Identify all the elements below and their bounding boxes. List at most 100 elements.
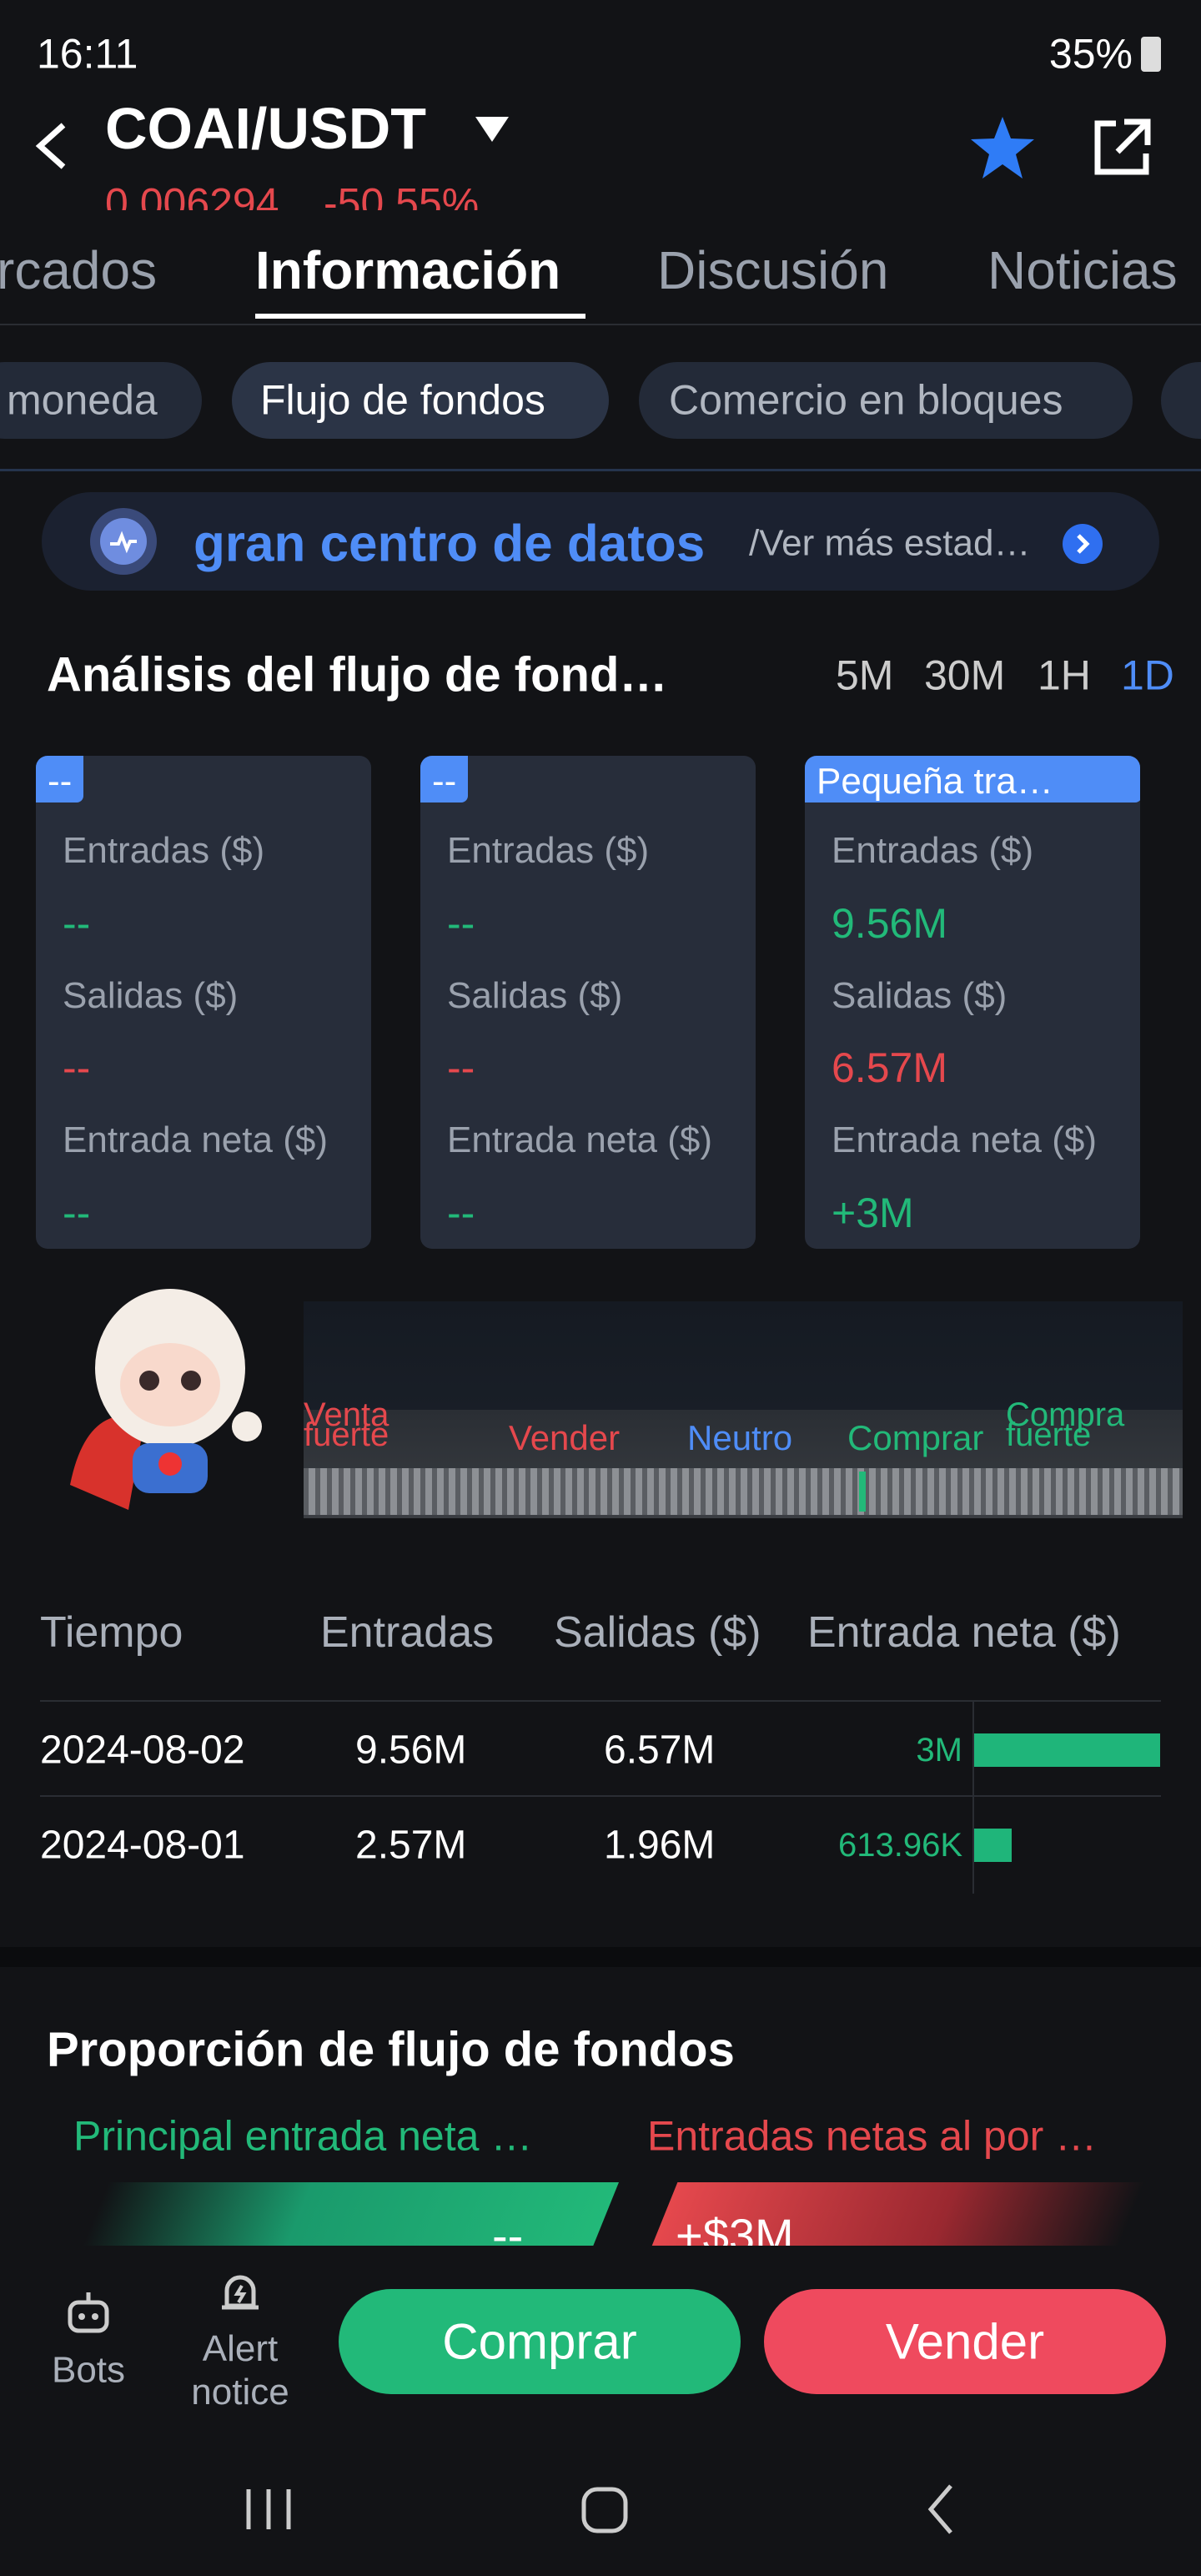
card-label: Entrada neta ($) [63, 1119, 328, 1160]
gauge-label: Venta fuerte [304, 1396, 389, 1453]
proportion-bar: -- +$3M [0, 2182, 1201, 2246]
card-value: -- [63, 900, 91, 947]
period[interactable]: 30M [924, 652, 1006, 699]
battery: 35% [1048, 30, 1133, 78]
section-title: Análisis del flujo de fond… [47, 647, 668, 702]
cell-date: 2024-08-01 [40, 1823, 245, 1868]
chip-label[interactable]: Comercio en bloques [669, 376, 1063, 424]
period[interactable]: 1H [1038, 652, 1091, 699]
card-label: Entradas ($) [832, 830, 1034, 871]
divider [0, 324, 1201, 325]
card-value: +3M [832, 1190, 914, 1236]
nav-bar [246, 2484, 952, 2534]
bar-label: -- [492, 2208, 524, 2246]
bots-icon[interactable] [63, 2289, 113, 2339]
tab[interactable]: Noticias [987, 240, 1178, 301]
cell-outflow: 6.57M [604, 1728, 716, 1773]
flow-card: -- Entradas ($) -- Salidas ($) -- Entrada net… [36, 756, 371, 1249]
table-header: Salidas ($) [554, 1608, 761, 1658]
gauge-scale [304, 1468, 1183, 1515]
dropdown-arrow[interactable] [474, 115, 510, 143]
price-row: 0.006294 -50.55% [0, 175, 917, 210]
banner[interactable] [42, 492, 1159, 591]
net-bar [974, 1829, 1012, 1862]
card-value: -- [447, 1190, 475, 1236]
card-label: Salidas ($) [832, 975, 1008, 1016]
table-header: Entrada neta ($) [807, 1608, 1121, 1658]
card-value: 6.57M [832, 1044, 947, 1091]
banner-link[interactable]: /Ver más estad… [749, 522, 1031, 564]
flow-card: -- Entradas ($) -- Salidas ($) -- Entrada net… [420, 756, 756, 1249]
card-label: Salidas ($) [63, 975, 239, 1016]
sell-label[interactable]: Vender [885, 2313, 1045, 2370]
legend-label: Principal entrada neta … [73, 2112, 533, 2160]
gauge-label: Compra fuerte [1006, 1396, 1125, 1453]
chip[interactable] [0, 362, 202, 439]
buy-button[interactable] [339, 2289, 741, 2394]
row-divider [40, 1700, 1161, 1702]
price: 0.006294 [105, 179, 279, 210]
period-active[interactable]: 1D [1121, 652, 1174, 699]
tab[interactable]: rcados [0, 240, 158, 301]
buy-label[interactable]: Comprar [442, 2313, 637, 2370]
card-label: Salidas ($) [447, 975, 623, 1016]
chip[interactable] [639, 362, 1133, 439]
gauge-label: Comprar [847, 1417, 984, 1457]
card-value: -- [63, 1190, 91, 1236]
card-tag: Pequeña tra… [805, 756, 1140, 802]
tab[interactable]: Discusión [657, 240, 889, 301]
row-divider [40, 1795, 1161, 1797]
share-button[interactable] [1088, 115, 1154, 182]
banner-arrow[interactable] [1063, 524, 1103, 564]
card-label: Entradas ($) [63, 830, 265, 871]
mascot [70, 1289, 262, 1510]
gauge-label: Vender [509, 1417, 621, 1457]
card-label: Entrada neta ($) [447, 1119, 712, 1160]
card-label: Entrada neta ($) [832, 1119, 1097, 1160]
card-label: Entradas ($) [447, 830, 650, 871]
cell-inflow: 2.57M [355, 1823, 467, 1868]
bar-axis [972, 1702, 974, 1894]
gauge-pointer [859, 1472, 866, 1512]
battery-icon [1141, 37, 1161, 72]
chip[interactable] [1161, 362, 1201, 439]
net-bar [974, 1733, 1160, 1767]
chip-active[interactable] [232, 362, 609, 439]
time: 16:11 [37, 30, 138, 78]
card-value: -- [447, 1044, 475, 1091]
gauge-label: Neutro [687, 1417, 793, 1457]
bar-label: +$3M [676, 2208, 794, 2246]
table-header: Entradas [320, 1608, 495, 1658]
cell-outflow: 1.96M [604, 1823, 716, 1868]
favorite-star[interactable] [967, 113, 1038, 184]
card-tag: -- [36, 756, 84, 802]
flow-card: Pequeña tra… Entradas ($) 9.56M Salidas ($)… [805, 756, 1140, 1249]
chip-label[interactable]: moneda [7, 376, 158, 424]
tab-indicator [255, 314, 585, 319]
period[interactable]: 5M [836, 652, 894, 699]
card-value: 9.56M [832, 900, 947, 947]
cell-net: 613.96K [837, 1827, 962, 1864]
pair-title[interactable]: COAI/USDT [105, 95, 426, 161]
banner-icon [90, 508, 157, 575]
back-button[interactable] [30, 117, 72, 175]
alert-icon[interactable] [215, 2266, 265, 2316]
cell-net: 3M [916, 1732, 962, 1768]
card-tag: -- [420, 756, 469, 802]
card-value: -- [63, 1044, 91, 1091]
chip-label[interactable]: Flujo de fondos [260, 376, 545, 424]
section-title: Proporción de flujo de fondos [47, 2022, 735, 2077]
bots-label[interactable]: Bots [51, 2349, 126, 2391]
divider [0, 469, 1201, 471]
bar-green [74, 2182, 620, 2246]
table-header: Tiempo [40, 1608, 183, 1658]
cell-date: 2024-08-02 [40, 1728, 245, 1773]
sell-button[interactable] [764, 2289, 1166, 2394]
section-gap [0, 1947, 1201, 1967]
cell-inflow: 9.56M [355, 1728, 467, 1773]
legend-label: Entradas netas al por … [647, 2112, 1098, 2160]
alert-label[interactable]: Alert notice [191, 2328, 289, 2412]
tab-active[interactable]: Información [255, 240, 561, 301]
banner-title[interactable]: gran centro de datos [193, 515, 706, 573]
